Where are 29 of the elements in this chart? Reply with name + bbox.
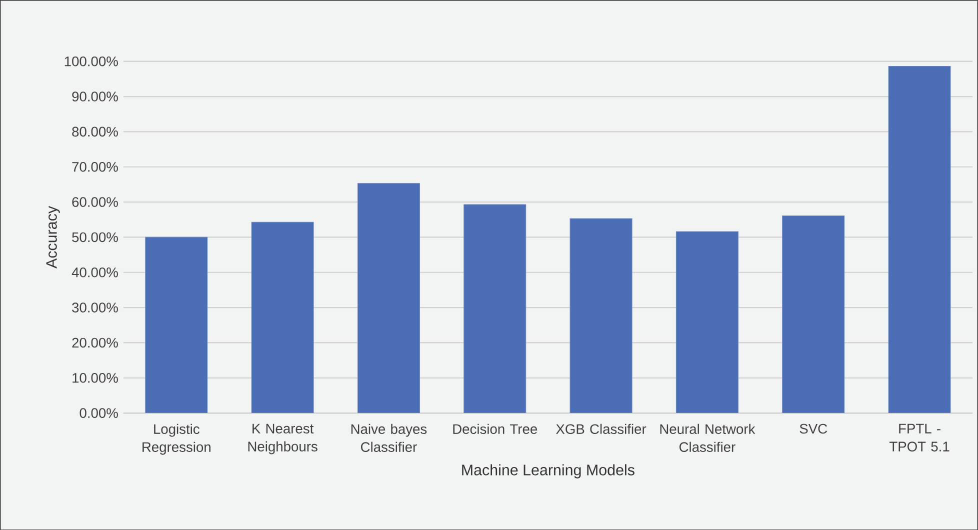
bar [357,182,420,413]
x-tick-label: K Nearest Neighbours [248,424,318,454]
bar [782,215,845,413]
y-tick-label: 30.00% [72,302,118,312]
bar [570,218,632,413]
y-tick-label: 20.00% [72,338,118,348]
bar [676,231,738,413]
bar [464,204,526,413]
x-tick-label: Logistic Regression [142,424,210,455]
y-tick-label: 50.00% [72,232,118,242]
y-tick-label: 70.00% [72,162,118,172]
y-tick-label: 60.00% [72,196,118,207]
x-tick-label: Neural Network Classifier [660,424,756,452]
x-tick-label: Naive bayes Classifier [351,424,427,452]
y-tick-label: 40.00% [72,267,118,278]
y-axis-title: Accuracy [46,206,60,268]
x-tick-label: FPTL - TPOT 5.1 [889,424,950,452]
y-tick-label: 100.00% [64,56,118,66]
y-tick-label: 80.00% [72,126,118,136]
x-axis-title: Machine Learning Models [462,464,634,478]
x-tick-label: SVC [800,424,828,434]
bar [145,236,208,413]
x-tick-label: Decision Tree [453,424,538,434]
y-tick-label: 0.00% [80,408,118,418]
y-tick-label: 90.00% [72,91,118,102]
bar [251,222,314,413]
y-tick-label: 10.00% [72,372,118,383]
bar [888,66,951,413]
x-tick-label: XGB Classifier [556,424,646,434]
